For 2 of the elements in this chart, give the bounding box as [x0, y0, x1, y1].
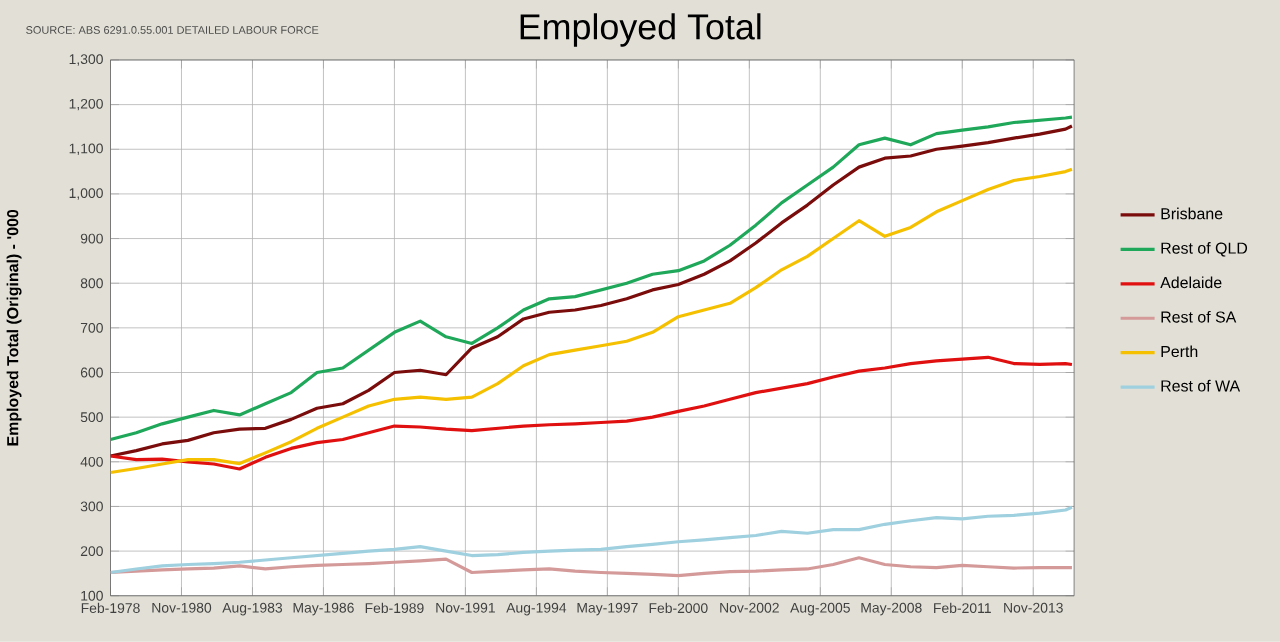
line-series — [110, 167, 1074, 475]
chart-title: Employed Total — [520, 13, 761, 47]
